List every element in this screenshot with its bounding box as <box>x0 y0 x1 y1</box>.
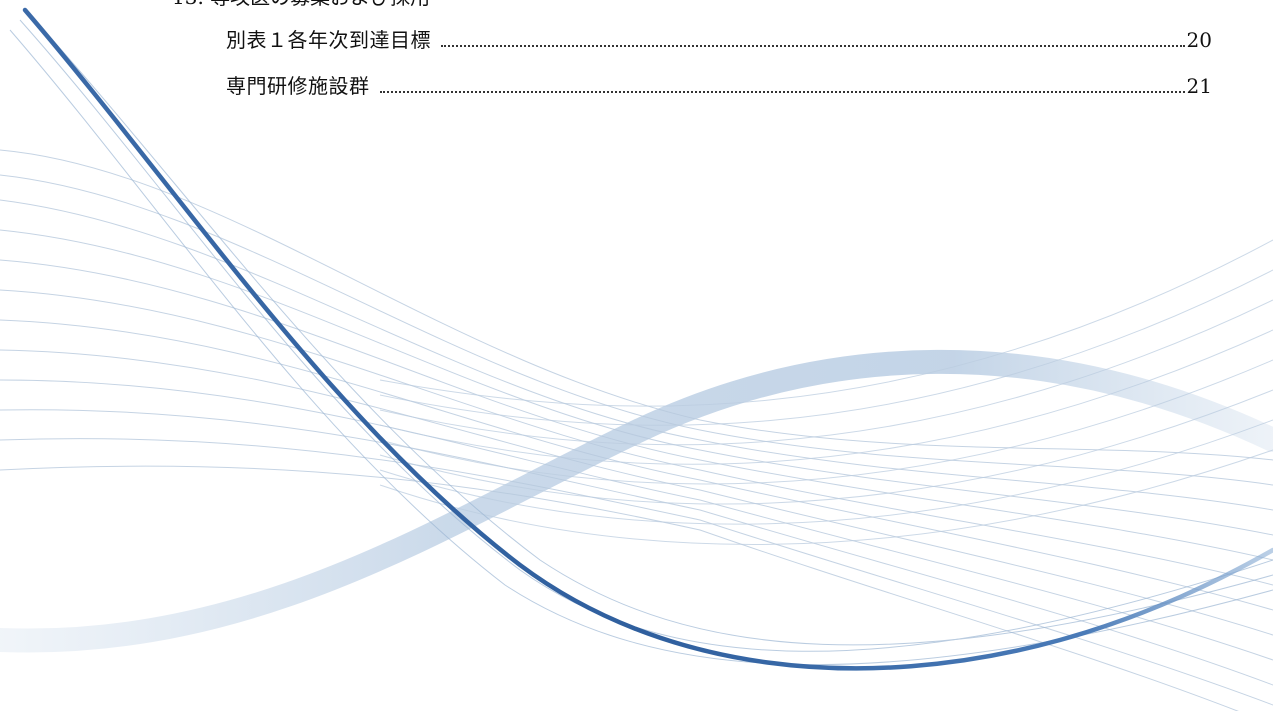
toc-page-number: 20 <box>1186 28 1212 52</box>
wave-fine-lines-right <box>379 239 1273 545</box>
toc-entry: 別表１各年次到達目標 20 <box>226 28 1212 52</box>
toc-dot-leader <box>379 90 1185 93</box>
wave-fine-lines-left <box>0 149 1273 711</box>
toc-dot-leader <box>441 44 1185 47</box>
wave-companion-lines <box>9 14 1273 666</box>
table-of-contents: 13. 専攻医の募集および採用 別表１各年次到達目標 20 専門研修施設群 21 <box>0 0 1273 110</box>
wave-ribbon <box>0 349 1273 653</box>
toc-entry-title: 別表１各年次到達目標 <box>226 28 431 52</box>
toc-page-number: 21 <box>1186 74 1212 98</box>
toc-entry-title: 専門研修施設群 <box>226 74 370 98</box>
toc-entry-title: 13. 専攻医の募集および採用 <box>172 0 430 9</box>
toc-entry: 専門研修施設群 21 <box>226 74 1212 98</box>
wave-main-stroke <box>22 7 1273 671</box>
toc-entry-partial: 13. 専攻医の募集および採用 <box>172 0 1212 9</box>
